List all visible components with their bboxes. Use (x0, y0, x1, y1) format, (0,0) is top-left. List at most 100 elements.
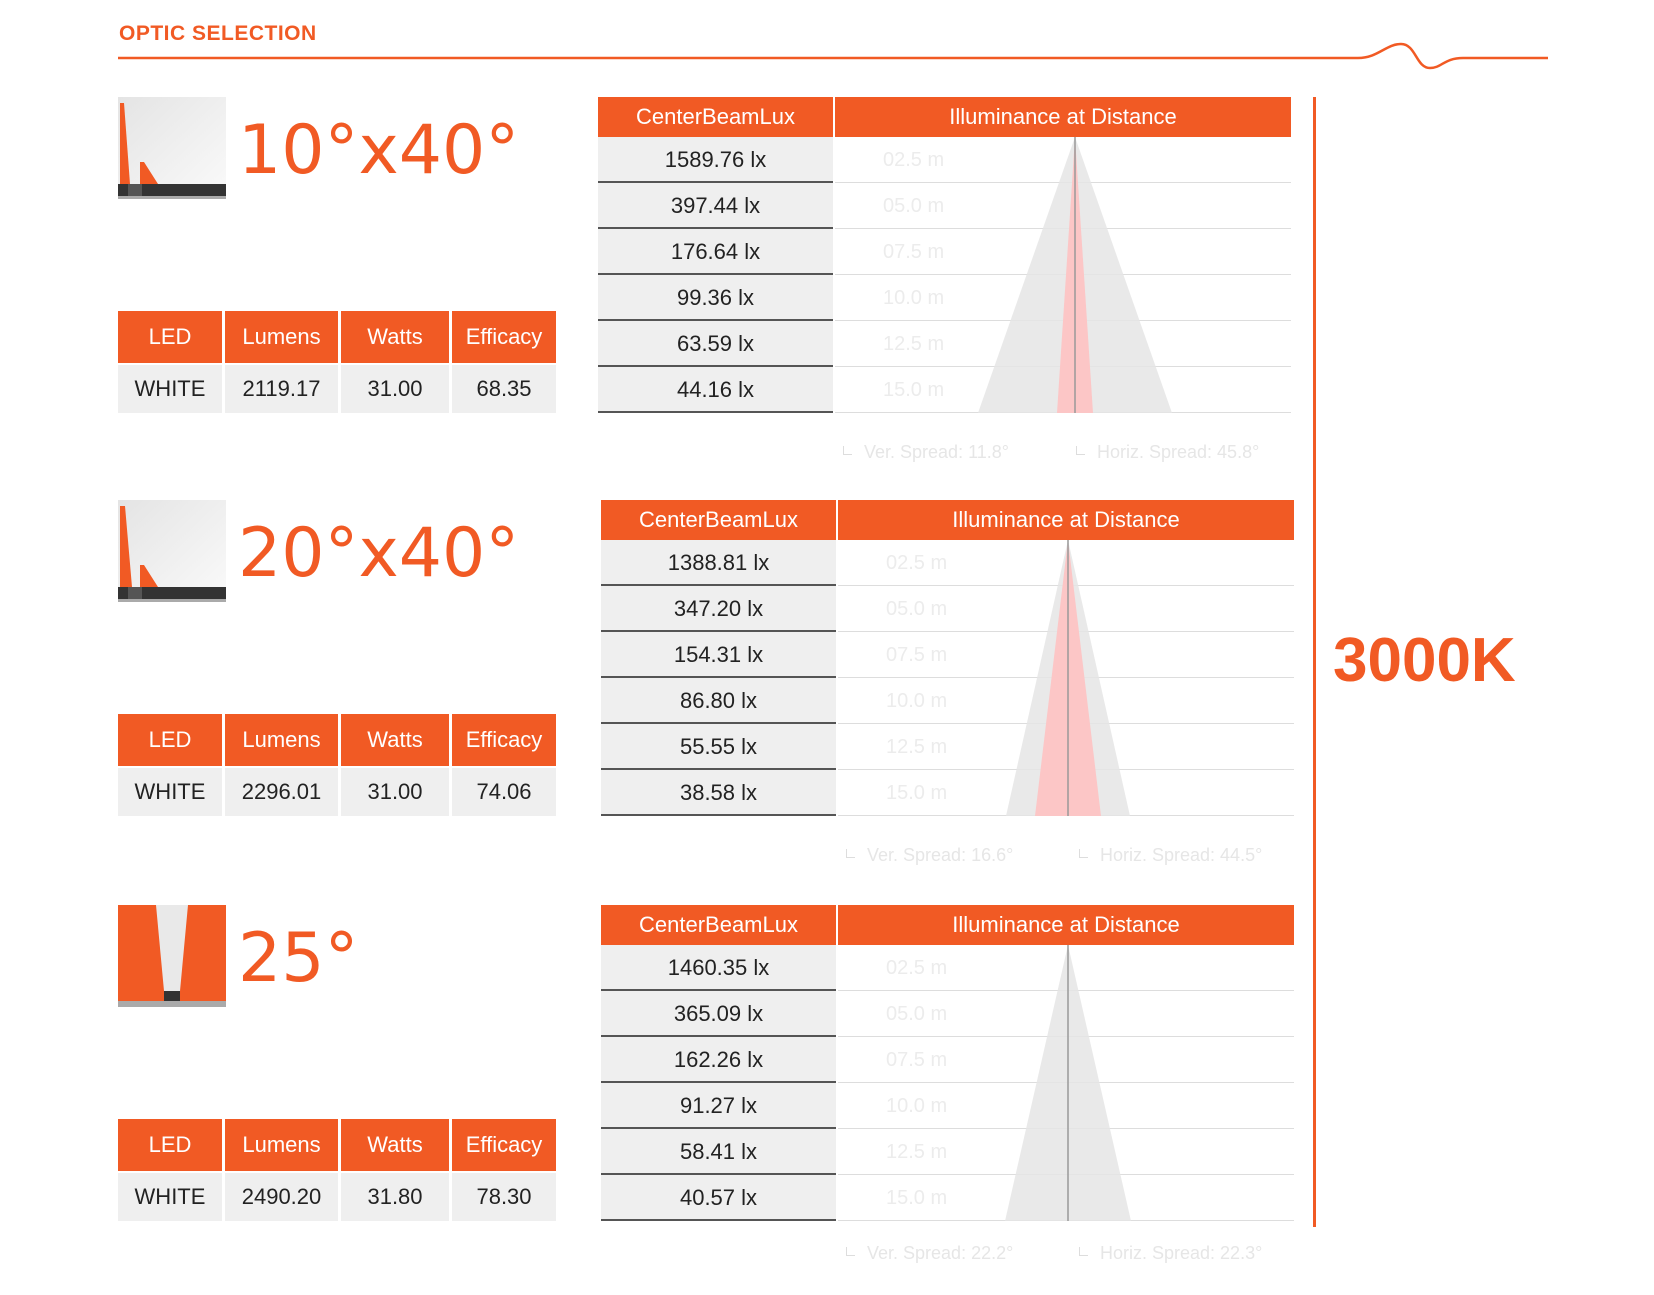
led-spec-table: LED Lumens Watts Efficacy WHITE 2490.20 … (115, 1119, 559, 1221)
lux-value: 1589.76 lx (598, 137, 833, 183)
optic-section-20x40: 20°x40° LED Lumens Watts Efficacy WHITE … (0, 500, 1654, 890)
lux-value: 63.59 lx (598, 321, 833, 367)
optic-name: 10°x40° (238, 111, 520, 190)
lux-value: 1388.81 lx (601, 540, 836, 586)
lux-row: 1460.35 lx 02.5 m (601, 945, 1294, 991)
lux-value: 58.41 lx (601, 1129, 836, 1175)
efficacy-value: 78.30 (452, 1173, 556, 1221)
distance-label: 07.5 m (886, 644, 948, 666)
legend-marker-icon (846, 849, 855, 858)
efficacy-header: Efficacy (452, 311, 556, 365)
optic-section-10x40: 10°x40° LED Lumens Watts Efficacy WHITE … (0, 97, 1654, 487)
ver-spread-label: Ver. Spread: 22.2° (846, 1243, 1013, 1264)
lux-row: 63.59 lx 12.5 m (598, 321, 1291, 367)
distance-label: 05.0 m (886, 1003, 948, 1025)
watts-header: Watts (341, 311, 449, 365)
distance-label: 12.5 m (886, 736, 948, 758)
legend-marker-icon (1079, 849, 1088, 858)
illuminance-header: Illuminance at Distance (835, 97, 1291, 137)
watts-value: 31.00 (341, 365, 449, 413)
page-title: OPTIC SELECTION (119, 22, 317, 45)
led-header: LED (118, 311, 222, 365)
distance-label: 05.0 m (883, 195, 945, 217)
illuminance-table: CenterBeamLux Illuminance at Distance 13… (601, 500, 1294, 865)
centerbeamlux-header: CenterBeamLux (601, 500, 836, 540)
optic-section-25: 25° LED Lumens Watts Efficacy WHITE 2490… (0, 905, 1654, 1295)
led-spec-table: LED Lumens Watts Efficacy WHITE 2119.17 … (115, 311, 559, 413)
distance-label: 12.5 m (883, 333, 945, 355)
asymmetric-optic-icon (118, 97, 226, 199)
optic-name: 25° (238, 919, 359, 998)
efficacy-header: Efficacy (452, 714, 556, 768)
lumens-header: Lumens (225, 311, 338, 365)
lumens-value: 2119.17 (225, 365, 338, 413)
watts-value: 31.80 (341, 1173, 449, 1221)
lux-row: 1388.81 lx 02.5 m (601, 540, 1294, 586)
led-header: LED (118, 1119, 222, 1173)
illuminance-header: Illuminance at Distance (838, 905, 1294, 945)
lux-row: 365.09 lx 05.0 m (601, 991, 1294, 1037)
led-value: WHITE (118, 1173, 222, 1221)
lux-value: 38.58 lx (601, 770, 836, 816)
lux-row: 91.27 lx 10.0 m (601, 1083, 1294, 1129)
lux-value: 347.20 lx (601, 586, 836, 632)
lux-value: 1460.35 lx (601, 945, 836, 991)
distance-label: 15.0 m (886, 782, 948, 804)
distance-label: 10.0 m (883, 287, 945, 309)
lux-row: 86.80 lx 10.0 m (601, 678, 1294, 724)
lux-value: 55.55 lx (601, 724, 836, 770)
efficacy-header: Efficacy (452, 1119, 556, 1173)
watts-header: Watts (341, 714, 449, 768)
lux-value: 91.27 lx (601, 1083, 836, 1129)
lux-value: 40.57 lx (601, 1175, 836, 1221)
header-divider (118, 42, 1548, 70)
lumens-header: Lumens (225, 1119, 338, 1173)
distance-label: 10.0 m (886, 690, 948, 712)
centerbeamlux-header: CenterBeamLux (598, 97, 833, 137)
color-temperature-label: 3000K (1333, 626, 1516, 695)
lux-row: 1589.76 lx 02.5 m (598, 137, 1291, 183)
lux-value: 176.64 lx (598, 229, 833, 275)
horiz-spread-label: Horiz. Spread: 44.5° (1079, 845, 1262, 866)
distance-label: 02.5 m (886, 552, 948, 574)
distance-label: 07.5 m (886, 1049, 948, 1071)
illuminance-header: Illuminance at Distance (838, 500, 1294, 540)
distance-label: 02.5 m (883, 149, 945, 171)
asymmetric-optic-icon (118, 500, 226, 602)
lux-row: 176.64 lx 07.5 m (598, 229, 1291, 275)
lux-value: 86.80 lx (601, 678, 836, 724)
lumens-header: Lumens (225, 714, 338, 768)
distance-label: 12.5 m (886, 1141, 948, 1163)
legend-marker-icon (843, 446, 852, 455)
optic-name: 20°x40° (238, 514, 520, 593)
lux-row: 99.36 lx 10.0 m (598, 275, 1291, 321)
watts-value: 31.00 (341, 768, 449, 816)
lux-row: 397.44 lx 05.0 m (598, 183, 1291, 229)
legend-marker-icon (846, 1247, 855, 1256)
legend-marker-icon (1076, 446, 1085, 455)
ver-spread-label: Ver. Spread: 11.8° (843, 442, 1009, 463)
distance-label: 02.5 m (886, 957, 948, 979)
horiz-spread-label: Horiz. Spread: 45.8° (1076, 442, 1259, 463)
lux-row: 58.41 lx 12.5 m (601, 1129, 1294, 1175)
lux-value: 365.09 lx (601, 991, 836, 1037)
lumens-value: 2490.20 (225, 1173, 338, 1221)
lumens-value: 2296.01 (225, 768, 338, 816)
vertical-divider (1313, 97, 1316, 1227)
illuminance-table: CenterBeamLux Illuminance at Distance 15… (598, 97, 1291, 462)
lux-value: 154.31 lx (601, 632, 836, 678)
efficacy-value: 68.35 (452, 365, 556, 413)
distance-label: 15.0 m (883, 379, 945, 401)
distance-label: 07.5 m (883, 241, 945, 263)
led-spec-table: LED Lumens Watts Efficacy WHITE 2296.01 … (115, 714, 559, 816)
distance-label: 10.0 m (886, 1095, 948, 1117)
lux-row: 347.20 lx 05.0 m (601, 586, 1294, 632)
led-header: LED (118, 714, 222, 768)
lux-row: 55.55 lx 12.5 m (601, 724, 1294, 770)
legend-marker-icon (1079, 1247, 1088, 1256)
lux-row: 38.58 lx 15.0 m (601, 770, 1294, 816)
ver-spread-label: Ver. Spread: 16.6° (846, 845, 1013, 866)
led-value: WHITE (118, 365, 222, 413)
lux-value: 99.36 lx (598, 275, 833, 321)
centerbeamlux-header: CenterBeamLux (601, 905, 836, 945)
